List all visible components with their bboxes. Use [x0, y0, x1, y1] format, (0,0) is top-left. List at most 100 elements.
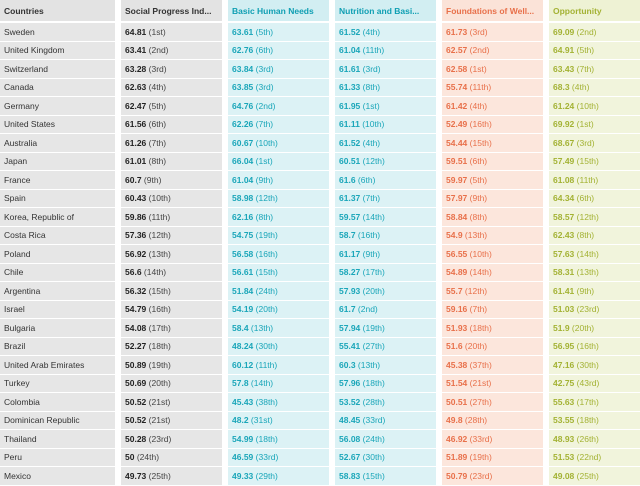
- table-row[interactable]: Israel 54.79 (16th) 54.19 (20th) 61.7 (2nd)…: [0, 300, 640, 319]
- social-progress-cell: 63.28 (3rd): [121, 60, 228, 79]
- rank-value: (8th): [469, 211, 488, 222]
- table-row[interactable]: Switzerland 63.28 (3rd) 63.84 (3rd) 61.61 (…: [0, 60, 640, 79]
- score-value: 53.52: [339, 396, 361, 407]
- table-row[interactable]: Poland 56.92 (13th) 56.58 (16th) 61.17 (9th…: [0, 245, 640, 264]
- social-progress-cell: 50.89 (19th): [121, 356, 228, 375]
- score-value: 51.6: [446, 341, 463, 352]
- score-value: 61.95: [339, 100, 361, 111]
- score-value: 62.63: [125, 82, 147, 93]
- rank-value: (25th): [148, 470, 171, 481]
- score-value: 61.37: [339, 193, 361, 204]
- basic-human-needs-cell: 51.84 (24th): [228, 282, 335, 301]
- rank-value: (13th): [357, 359, 381, 370]
- column-header-social-progress-index[interactable]: Social Progress Ind...: [121, 0, 228, 23]
- rank-value: (6th): [576, 193, 595, 204]
- score-value: 48.24: [232, 341, 254, 352]
- column-header-foundations-of-wellbeing[interactable]: Foundations of Well...: [442, 0, 549, 23]
- opportunity-cell: 58.31 (13th): [549, 263, 640, 282]
- rank-value: (4th): [571, 82, 590, 93]
- score-value: 62.16: [232, 211, 254, 222]
- opportunity-cell: 53.55 (18th): [549, 411, 640, 430]
- score-value: 57.97: [446, 193, 468, 204]
- score-value: 57.63: [553, 248, 575, 259]
- score-value: 55.63: [553, 396, 575, 407]
- nutrition-medical-care-cell: 61.04 (11th): [335, 41, 442, 60]
- social-progress-cell: 60.7 (9th): [121, 171, 228, 190]
- rank-value: (15th): [469, 137, 492, 148]
- table-row[interactable]: United Arab Emirates 50.89 (19th) 60.12 (1…: [0, 356, 640, 375]
- country-cell: United Arab Emirates: [0, 356, 121, 375]
- score-value: 59.57: [339, 211, 361, 222]
- basic-human-needs-cell: 63.85 (3rd): [228, 78, 335, 97]
- table-row[interactable]: United States 61.56 (6th) 62.26 (7th) 61.11…: [0, 115, 640, 134]
- rank-value: (3rd): [148, 63, 167, 74]
- table-row[interactable]: Canada 62.63 (4th) 63.85 (3rd) 61.33 (8th) 5…: [0, 78, 640, 97]
- rank-value: (4th): [362, 137, 381, 148]
- column-header-nutrition-and-basic-medical-care[interactable]: Nutrition and Basi...: [335, 0, 442, 23]
- table-row[interactable]: Australia 61.26 (7th) 60.67 (10th) 61.52 (4…: [0, 134, 640, 153]
- score-value: 62.43: [553, 230, 575, 241]
- table-row[interactable]: Thailand 50.28 (23rd) 54.99 (18th) 56.08 (2…: [0, 430, 640, 449]
- score-value: 42.75: [553, 378, 575, 389]
- foundations-wellbeing-cell: 51.93 (18th): [442, 319, 549, 338]
- score-value: 57.96: [339, 378, 361, 389]
- score-value: 58.4: [232, 322, 249, 333]
- score-value: 56.92: [125, 248, 147, 259]
- table-row[interactable]: Brazil 52.27 (18th) 48.24 (30th) 55.41 (27t…: [0, 337, 640, 356]
- table-row[interactable]: Peru 50 (24th) 46.59 (33rd) 52.67 (30th) 51.…: [0, 448, 640, 467]
- table-row[interactable]: Japan 61.01 (8th) 66.04 (1st) 60.51 (12th) 5…: [0, 152, 640, 171]
- rank-value: (12th): [464, 285, 488, 296]
- table-row[interactable]: Dominican Republic 50.52 (21st) 48.2 (31st…: [0, 411, 640, 430]
- social-progress-cell: 54.08 (17th): [121, 319, 228, 338]
- column-header-opportunity[interactable]: Opportunity: [549, 0, 640, 23]
- table-row[interactable]: Korea, Republic of 59.86 (11th) 62.16 (8th…: [0, 208, 640, 227]
- opportunity-cell: 64.34 (6th): [549, 189, 640, 208]
- table-row[interactable]: Germany 62.47 (5th) 64.76 (2nd) 61.95 (1st)…: [0, 97, 640, 116]
- score-value: 60.3: [339, 359, 356, 370]
- table-row[interactable]: Mexico 49.73 (25th) 49.33 (29th) 58.83 (15t…: [0, 467, 640, 486]
- rank-value: (33rd): [469, 433, 493, 444]
- basic-human-needs-cell: 48.24 (30th): [228, 337, 335, 356]
- column-header-countries[interactable]: Countries: [0, 0, 121, 23]
- nutrition-medical-care-cell: 48.45 (33rd): [335, 411, 442, 430]
- score-value: 57.36: [125, 230, 147, 241]
- rank-value: (12th): [148, 230, 171, 241]
- score-value: 51.9: [553, 322, 570, 333]
- social-progress-cell: 56.6 (14th): [121, 263, 228, 282]
- score-value: 63.43: [553, 63, 575, 74]
- table-row[interactable]: Chile 56.6 (14th) 56.61 (15th) 58.27 (17th)…: [0, 263, 640, 282]
- score-value: 57.8: [232, 378, 249, 389]
- table-row[interactable]: Sweden 64.81 (1st) 63.61 (5th) 61.52 (4th) 6…: [0, 23, 640, 42]
- column-header-basic-human-needs[interactable]: Basic Human Needs: [228, 0, 335, 23]
- rank-value: (5th): [576, 45, 595, 56]
- rank-value: (3rd): [255, 82, 274, 93]
- rank-value: (5th): [469, 174, 488, 185]
- score-value: 56.58: [232, 248, 254, 259]
- table-row[interactable]: Bulgaria 54.08 (17th) 58.4 (13th) 57.94 (19…: [0, 319, 640, 338]
- score-value: 58.83: [339, 470, 361, 481]
- score-value: 61.52: [339, 137, 361, 148]
- score-value: 58.7: [339, 230, 356, 241]
- foundations-wellbeing-cell: 61.73 (3rd): [442, 23, 549, 42]
- score-value: 56.32: [125, 285, 147, 296]
- table-row[interactable]: France 60.7 (9th) 61.04 (9th) 61.6 (6th) 59.…: [0, 171, 640, 190]
- table-row[interactable]: Turkey 50.69 (20th) 57.8 (14th) 57.96 (18th…: [0, 374, 640, 393]
- social-progress-cell: 57.36 (12th): [121, 226, 228, 245]
- rank-value: (16th): [576, 341, 599, 352]
- table-row[interactable]: Colombia 50.52 (21st) 45.43 (38th) 53.52 (2…: [0, 393, 640, 412]
- rank-value: (11th): [469, 82, 492, 93]
- nutrition-medical-care-cell: 61.33 (8th): [335, 78, 442, 97]
- opportunity-cell: 68.67 (3rd): [549, 134, 640, 153]
- table-row[interactable]: Spain 60.43 (10th) 58.98 (12th) 61.37 (7th)…: [0, 189, 640, 208]
- rank-value: (21st): [148, 396, 171, 407]
- table-row[interactable]: United Kingdom 63.41 (2nd) 62.76 (6th) 61.0…: [0, 41, 640, 60]
- rank-value: (23rd): [576, 304, 600, 315]
- score-value: 60.7: [125, 174, 142, 185]
- score-value: 49.8: [446, 415, 463, 426]
- score-value: 55.7: [446, 285, 463, 296]
- nutrition-medical-care-cell: 61.52 (4th): [335, 134, 442, 153]
- table-row[interactable]: Costa Rica 57.36 (12th) 54.75 (19th) 58.7 (…: [0, 226, 640, 245]
- country-cell: Mexico: [0, 467, 121, 486]
- table-row[interactable]: Argentina 56.32 (15th) 51.84 (24th) 57.93 (…: [0, 282, 640, 301]
- rank-value: (27th): [469, 396, 492, 407]
